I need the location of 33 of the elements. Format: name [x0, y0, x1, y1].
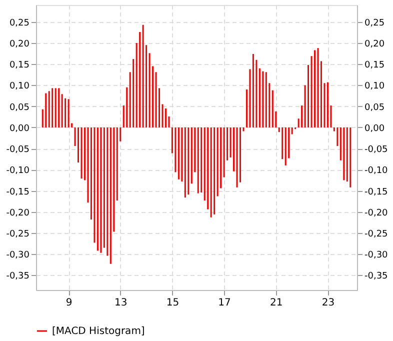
- text: -0,35: [6, 272, 30, 282]
- text: -0,10: [6, 166, 30, 176]
- text: -0,25: [6, 230, 30, 240]
- y-tick-label: 0,05: [364, 102, 385, 113]
- text: 0,05: [9, 102, 30, 113]
- text: -0,15: [6, 187, 30, 198]
- legend-label: [MACD Histogram]: [52, 326, 145, 337]
- x-tick-label: 23: [322, 298, 335, 308]
- y-tick-label: -0,10: [364, 166, 388, 176]
- x-tick-label: 9: [66, 298, 72, 308]
- y-tick-label: 0,20: [364, 40, 385, 50]
- text: -0,05: [6, 145, 30, 156]
- y-tick-label: -0,30: [364, 250, 388, 261]
- y-tick-label: -0,25: [364, 230, 388, 240]
- text: -0,20: [6, 208, 30, 218]
- text: -0,30: [6, 250, 30, 261]
- y-tick-label: -0,35: [364, 272, 388, 282]
- text: 0,10: [9, 82, 30, 92]
- y-tick-label: -0,20: [364, 208, 388, 218]
- text: 0,15: [9, 60, 30, 71]
- y-tick-label: 0,15: [364, 60, 385, 71]
- y-tick-label: -0,15: [364, 187, 388, 198]
- y-tick-label: 0,25: [364, 18, 385, 28]
- text: 0,00: [9, 124, 30, 134]
- x-tick-label: 13: [114, 298, 128, 308]
- x-tick-label: 15: [166, 298, 180, 308]
- y-tick-label: -0,05: [364, 145, 388, 156]
- y-tick-label: 0,00: [364, 124, 385, 134]
- x-tick-label: 17: [218, 298, 231, 308]
- y-tick-label: 0,10: [364, 82, 385, 92]
- text: 0,25: [9, 18, 30, 28]
- text: 0,20: [9, 40, 30, 50]
- x-tick-label: 21: [270, 298, 283, 308]
